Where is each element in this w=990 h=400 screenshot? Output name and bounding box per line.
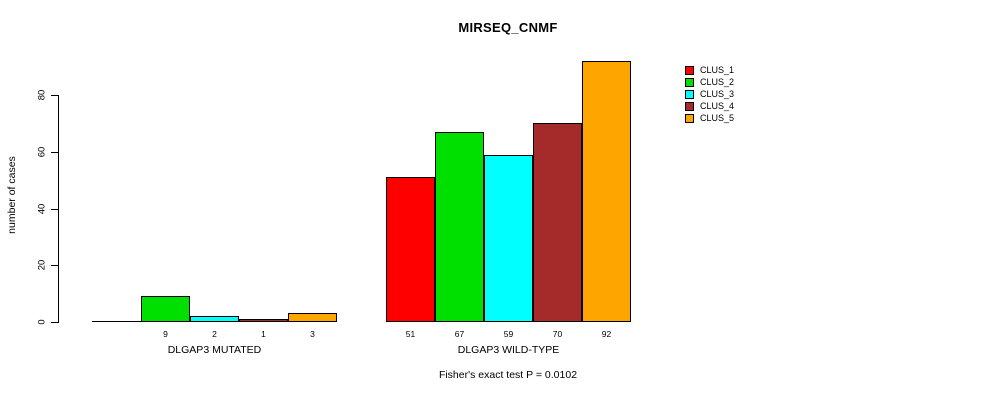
bar-clus_1-group1 bbox=[386, 177, 435, 322]
y-axis-tick bbox=[51, 208, 58, 210]
bar-value-label: 2 bbox=[212, 329, 217, 339]
legend-swatch-clus_3 bbox=[685, 89, 694, 99]
bar-value-label: 3 bbox=[310, 329, 315, 339]
bar-clus_2-group0 bbox=[141, 296, 190, 322]
legend-row: CLUS_3 bbox=[685, 88, 734, 100]
legend-label: CLUS_1 bbox=[700, 65, 735, 75]
legend: CLUS_1 CLUS_2 CLUS_3 CLUS_4 CLUS_5 bbox=[685, 64, 734, 124]
legend-swatch-clus_1 bbox=[685, 65, 694, 75]
bar-clus_3-group0 bbox=[190, 316, 239, 322]
y-axis-tick bbox=[51, 95, 58, 96]
bar-clus_5-group1 bbox=[582, 60, 631, 322]
y-axis-tick-label: 80 bbox=[36, 89, 48, 101]
legend-label: CLUS_2 bbox=[700, 77, 735, 87]
bar-value-label: 92 bbox=[601, 329, 612, 339]
bar-clus_5-group0 bbox=[288, 313, 337, 322]
y-axis-line bbox=[58, 95, 59, 323]
bar-value-label: 9 bbox=[163, 329, 168, 339]
legend-row: CLUS_5 bbox=[685, 112, 734, 124]
bar-clus_1-group0 bbox=[92, 321, 141, 322]
legend-row: CLUS_1 bbox=[685, 64, 734, 76]
bar-clus_2-group1 bbox=[435, 131, 484, 322]
bar-value-label: 67 bbox=[454, 329, 465, 339]
y-axis-tick-label: 0 bbox=[36, 319, 48, 325]
legend-label: CLUS_3 bbox=[700, 89, 735, 99]
legend-swatch-clus_4 bbox=[685, 101, 694, 111]
legend-row: CLUS_4 bbox=[685, 100, 734, 112]
y-axis-title: number of cases bbox=[6, 156, 18, 234]
legend-label: CLUS_4 bbox=[700, 101, 735, 111]
footnote: Fisher's exact test P = 0.0102 bbox=[438, 369, 578, 381]
bar-clus_3-group1 bbox=[484, 154, 533, 322]
bar-value-label: 59 bbox=[503, 329, 514, 339]
bar-value-label: 1 bbox=[261, 329, 266, 339]
y-axis-tick bbox=[51, 322, 58, 323]
bar-clus_4-group0 bbox=[239, 319, 288, 322]
group-label: DLGAP3 MUTATED bbox=[167, 344, 262, 356]
bar-value-label: 51 bbox=[405, 329, 416, 339]
y-axis-tick-label: 40 bbox=[36, 203, 48, 214]
y-axis-tick bbox=[51, 265, 58, 267]
legend-label: CLUS_5 bbox=[700, 113, 735, 123]
legend-swatch-clus_2 bbox=[685, 77, 694, 87]
legend-swatch-clus_5 bbox=[685, 113, 694, 123]
y-axis-tick-label: 20 bbox=[36, 259, 48, 271]
y-axis-tick bbox=[51, 151, 58, 153]
bar-value-label: 70 bbox=[552, 329, 563, 339]
group-label: DLGAP3 WILD-TYPE bbox=[457, 344, 560, 356]
chart-title: MIRSEQ_CNMF bbox=[458, 20, 558, 35]
legend-row: CLUS_2 bbox=[685, 76, 734, 88]
bar-clus_4-group1 bbox=[533, 123, 582, 322]
y-axis-tick-label: 60 bbox=[36, 146, 48, 158]
